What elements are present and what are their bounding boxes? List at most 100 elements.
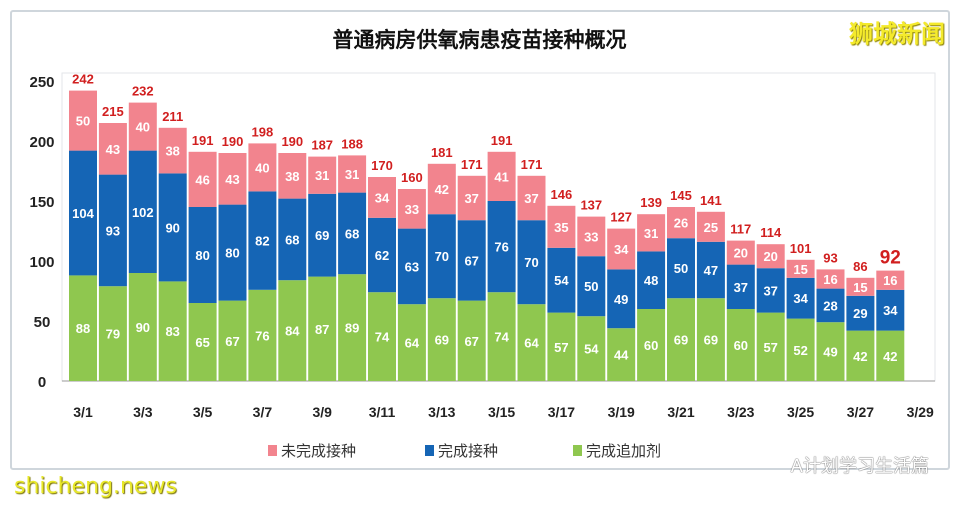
total-label: 145 [670,188,692,203]
total-label: 215 [102,104,124,119]
data-label: 37 [734,280,748,295]
data-label: 31 [644,226,658,241]
data-label: 76 [255,328,269,343]
total-label: 93 [823,250,837,265]
bar-segment [69,90,97,151]
data-label: 49 [823,345,837,360]
total-label: 170 [371,158,393,173]
bar-segment [397,189,426,229]
data-label: 90 [165,220,179,235]
data-label: 38 [165,144,179,159]
total-label: 242 [72,72,94,87]
bar-segment [696,241,725,299]
bar-segment [547,205,576,248]
x-tick-label: 3/25 [787,404,814,420]
bar-segment [756,268,785,313]
data-label: 34 [614,242,629,257]
bar-segment [786,318,815,381]
data-label: 57 [763,340,777,355]
bar-segment [637,251,666,309]
bar-segment [487,151,516,201]
total-label: 127 [610,210,632,225]
bar-segment [308,156,337,194]
x-tick-label: 3/5 [193,404,213,420]
data-label: 82 [255,234,269,249]
bar-segment [158,173,187,282]
y-tick-label: 250 [29,74,54,91]
x-tick-label: 3/13 [428,404,455,420]
total-label: 181 [431,145,453,160]
bar-segment [457,220,486,301]
chart-title: 普通病房供氧病患疫苗接种概况 [332,28,627,52]
data-label: 70 [524,255,538,270]
bar-segment [457,175,486,221]
data-label: 67 [225,334,239,349]
legend-item-complete: 完成接种 [425,440,498,461]
data-label: 28 [823,298,837,313]
bar-segment [69,150,97,276]
legend-label: 完成追加剂 [586,442,662,460]
bar-segment [218,204,247,301]
total-label: 139 [640,195,662,210]
bar-segment [188,207,217,303]
data-label: 50 [584,279,598,294]
total-label: 232 [132,84,154,99]
total-label: 117 [730,222,751,237]
total-label: 190 [222,134,244,149]
data-label: 54 [584,342,599,357]
data-label: 89 [345,321,359,336]
data-label: 33 [405,202,419,217]
data-label: 54 [554,273,569,288]
bar-segment [756,244,785,269]
bar-segment [786,259,815,278]
data-label: 38 [285,169,299,184]
bar-segment [607,328,636,381]
total-label: 92 [880,248,901,269]
bar-segment [577,256,606,317]
data-label: 25 [704,220,718,235]
bar-segment [278,280,307,381]
bar-segment [607,228,636,270]
data-label: 29 [853,306,867,321]
legend-label: 未完成接种 [281,442,357,460]
bar-segment [397,228,426,305]
bar-segment [786,277,815,319]
legend-label: 完成接种 [438,442,499,460]
bar-segment [98,123,127,175]
y-tick-label: 50 [34,314,51,331]
x-tick-label: 3/3 [133,404,153,420]
data-label: 40 [136,120,150,135]
data-label: 34 [793,291,808,306]
data-label: 79 [106,327,120,342]
data-label: 69 [704,333,718,348]
data-label: 60 [644,338,658,353]
y-tick-label: 0 [38,374,46,391]
total-label: 171 [461,157,483,172]
x-tick-label: 3/29 [907,404,934,420]
bar-segment [756,312,785,381]
x-tick-label: 3/21 [667,404,694,420]
bar-segment [427,163,456,215]
legend-swatch [425,445,434,456]
data-label: 68 [345,226,359,241]
watermark-top-right: 狮城新闻 [849,20,945,48]
x-tick-label: 3/11 [369,404,396,420]
data-label: 42 [883,349,897,364]
data-label: 88 [76,321,90,336]
data-label: 50 [674,261,688,276]
x-tick-label: 3/15 [488,404,515,420]
data-label: 87 [315,322,329,337]
watermark-bottom-right: A计划学习生活篇 [790,456,929,477]
bar-segment [667,298,695,381]
x-tick-label: 3/17 [548,404,575,420]
data-label: 34 [375,190,390,205]
data-label: 93 [106,223,120,238]
bar-segment [846,295,875,331]
total-label: 160 [401,170,423,185]
data-label: 57 [554,340,568,355]
x-tick-label: 3/23 [727,404,754,420]
bar-segment [846,277,875,296]
total-label: 187 [311,138,333,153]
bar-segment [816,288,845,323]
legend-item-booster: 完成追加剂 [573,440,661,461]
